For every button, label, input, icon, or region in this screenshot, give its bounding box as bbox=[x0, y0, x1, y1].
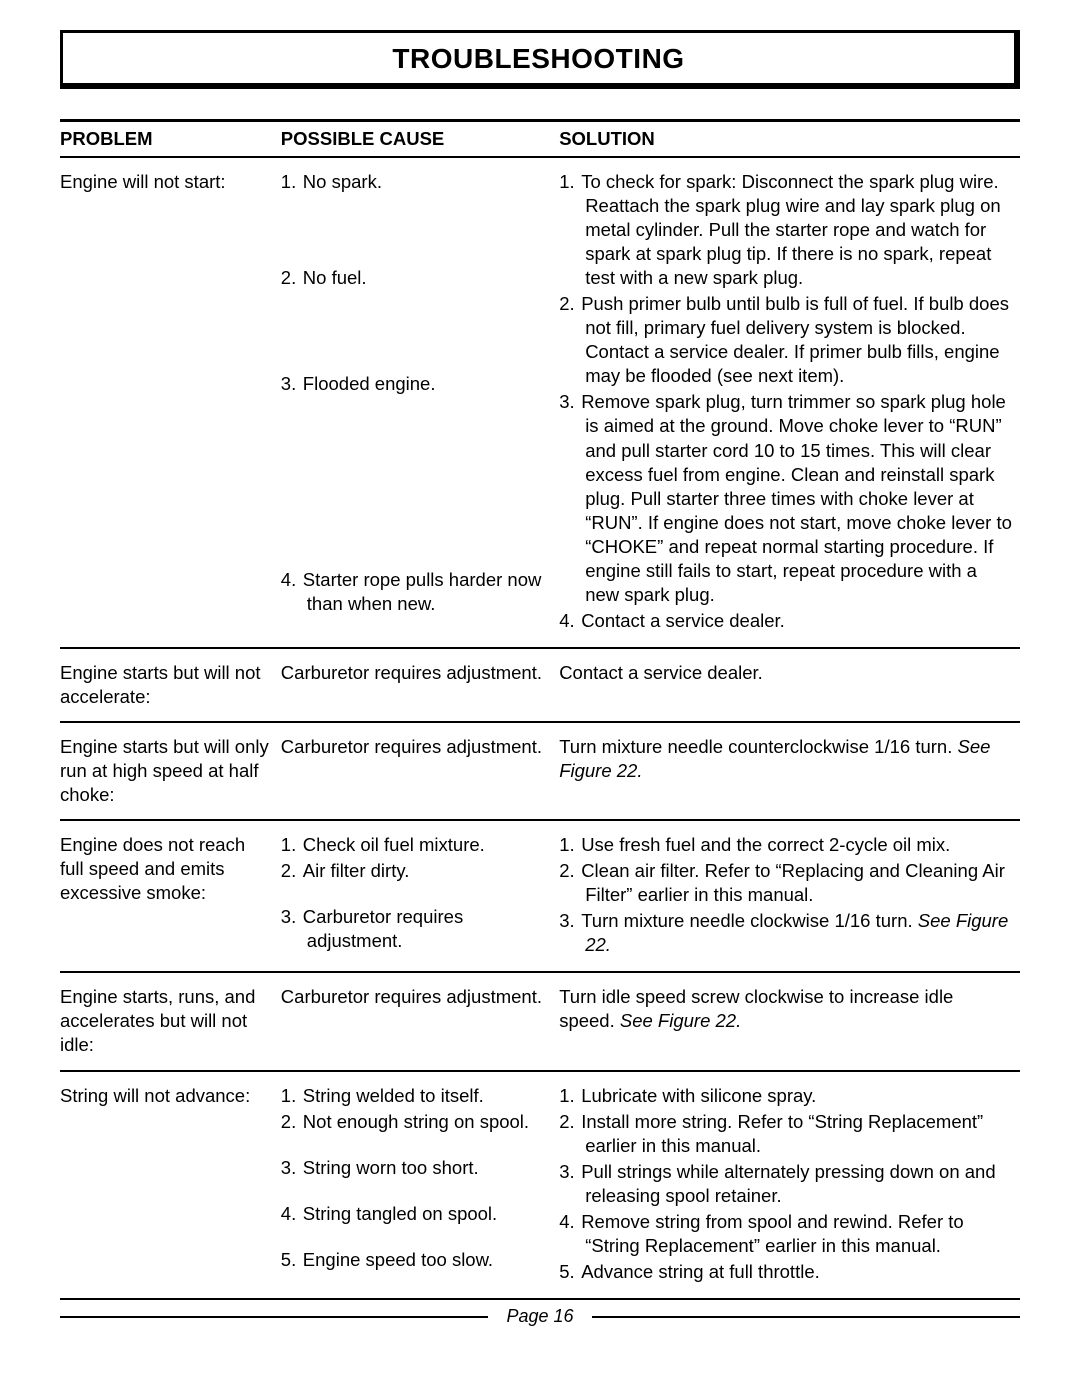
cause-item: Starter rope pulls harder now than when … bbox=[281, 568, 551, 616]
page-footer: Page 16 bbox=[60, 1306, 1020, 1327]
cause-item: String welded to itself. bbox=[281, 1084, 551, 1108]
cause-cell: String welded to itself.Not enough strin… bbox=[281, 1071, 559, 1299]
cause-cell: Carburetor requires adjustment. bbox=[281, 722, 559, 820]
solution-item: Push primer bulb until bulb is full of f… bbox=[559, 292, 1012, 388]
cause-item: Carburetor requires adjustment. bbox=[281, 905, 551, 953]
footer-rule-right bbox=[592, 1316, 1020, 1318]
problem-cell: Engine starts but will not accelerate: bbox=[60, 648, 281, 722]
solution-item: Remove string from spool and rewind. Ref… bbox=[559, 1210, 1012, 1258]
solution-item: Remove spark plug, turn trimmer so spark… bbox=[559, 390, 1012, 606]
solution-cell: Contact a service dealer. bbox=[559, 648, 1020, 722]
solution-cell: Turn idle speed screw clockwise to incre… bbox=[559, 972, 1020, 1070]
table-row: String will not advance:String welded to… bbox=[60, 1071, 1020, 1299]
solution-cell: Lubricate with silicone spray.Install mo… bbox=[559, 1071, 1020, 1299]
cause-cell: No spark. No fuel. Flooded engine. Starter … bbox=[281, 157, 559, 648]
solution-item: Advance string at full throttle. bbox=[559, 1260, 1012, 1284]
solution-item: Use fresh fuel and the correct 2-cycle o… bbox=[559, 833, 1012, 857]
table-row: Engine starts but will not accelerate:Ca… bbox=[60, 648, 1020, 722]
problem-cell: Engine starts but will only run at high … bbox=[60, 722, 281, 820]
table-row: Engine starts but will only run at high … bbox=[60, 722, 1020, 820]
cause-item: Air filter dirty. bbox=[281, 859, 551, 883]
solution-item: Clean air filter. Refer to “Replacing an… bbox=[559, 859, 1012, 907]
solution-item: Install more string. Refer to “String Re… bbox=[559, 1110, 1012, 1158]
footer-rule-left bbox=[60, 1316, 488, 1318]
solution-item: To check for spark: Disconnect the spark… bbox=[559, 170, 1012, 290]
col-solution: SOLUTION bbox=[559, 121, 1020, 158]
cause-cell: Carburetor requires adjustment. bbox=[281, 648, 559, 722]
cause-item: Engine speed too slow. bbox=[281, 1248, 551, 1272]
troubleshooting-table: PROBLEM POSSIBLE CAUSE SOLUTION Engine w… bbox=[60, 119, 1020, 1300]
solution-cell: To check for spark: Disconnect the spark… bbox=[559, 157, 1020, 648]
table-row: Engine will not start:No spark. No fuel. F… bbox=[60, 157, 1020, 648]
cause-item: No spark. bbox=[281, 170, 551, 194]
table-row: Engine starts, runs, and accelerates but… bbox=[60, 972, 1020, 1070]
cause-item: String tangled on spool. bbox=[281, 1202, 551, 1226]
table-row: Engine does not reach full speed and emi… bbox=[60, 820, 1020, 972]
solution-item: Contact a service dealer. bbox=[559, 609, 1012, 633]
col-cause: POSSIBLE CAUSE bbox=[281, 121, 559, 158]
cause-item: Flooded engine. bbox=[281, 372, 551, 396]
col-problem: PROBLEM bbox=[60, 121, 281, 158]
table-header-row: PROBLEM POSSIBLE CAUSE SOLUTION bbox=[60, 121, 1020, 158]
problem-cell: Engine does not reach full speed and emi… bbox=[60, 820, 281, 972]
cause-item: Check oil fuel mixture. bbox=[281, 833, 551, 857]
cause-cell: Carburetor requires adjustment. bbox=[281, 972, 559, 1070]
solution-item: Lubricate with silicone spray. bbox=[559, 1084, 1012, 1108]
solution-item: Pull strings while alternately pressing … bbox=[559, 1160, 1012, 1208]
problem-cell: String will not advance: bbox=[60, 1071, 281, 1299]
solution-cell: Use fresh fuel and the correct 2-cycle o… bbox=[559, 820, 1020, 972]
solution-item: Turn mixture needle clockwise 1/16 turn.… bbox=[559, 909, 1012, 957]
cause-item: Not enough string on spool. bbox=[281, 1110, 551, 1134]
problem-cell: Engine starts, runs, and accelerates but… bbox=[60, 972, 281, 1070]
cause-cell: Check oil fuel mixture.Air filter dirty.… bbox=[281, 820, 559, 972]
footer-page-label: Page 16 bbox=[506, 1306, 573, 1327]
problem-cell: Engine will not start: bbox=[60, 157, 281, 648]
cause-item: No fuel. bbox=[281, 266, 551, 290]
cause-item: String worn too short. bbox=[281, 1156, 551, 1180]
title-box: TROUBLESHOOTING bbox=[60, 30, 1020, 89]
page-title: TROUBLESHOOTING bbox=[63, 43, 1014, 75]
solution-cell: Turn mixture needle counterclockwise 1/1… bbox=[559, 722, 1020, 820]
